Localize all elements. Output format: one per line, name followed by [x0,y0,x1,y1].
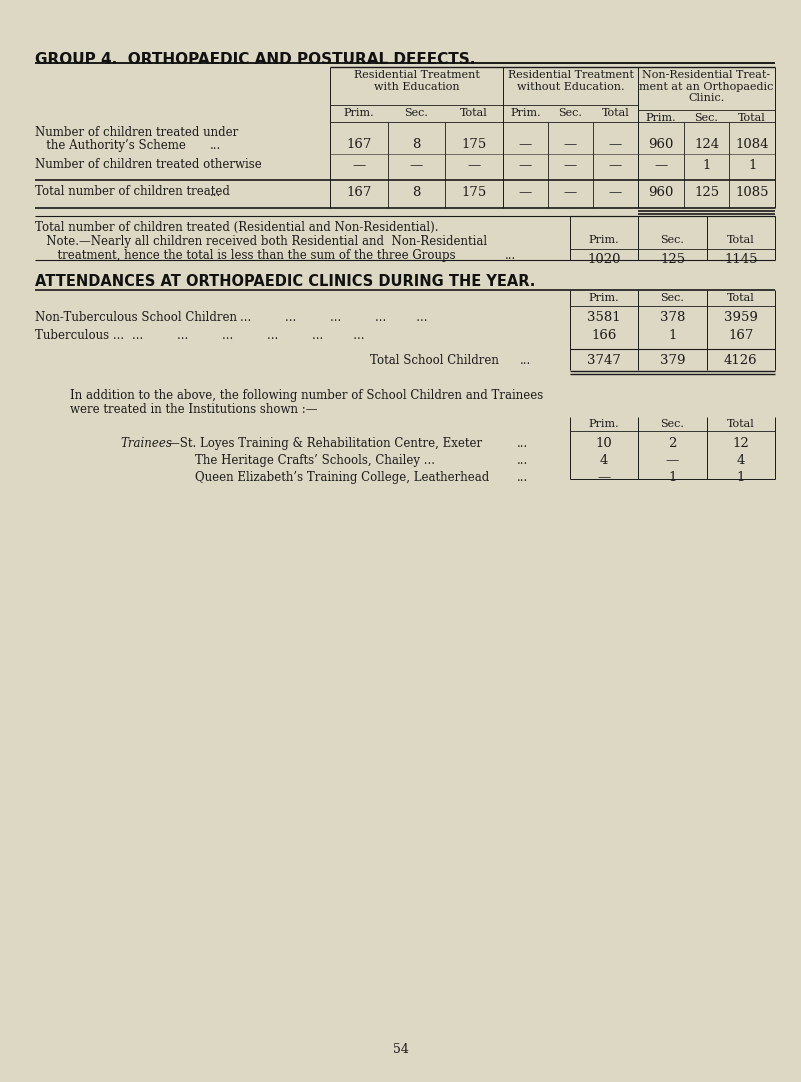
Text: In addition to the above, the following number of School Children and Trainees: In addition to the above, the following … [70,390,543,403]
Text: 1: 1 [702,159,710,172]
Text: Prim.: Prim. [589,293,619,303]
Text: ...: ... [210,186,221,199]
Text: —St. Loyes Training & Rehabilitation Centre, Exeter: —St. Loyes Training & Rehabilitation Cen… [168,437,482,450]
Text: 8: 8 [413,186,421,199]
Text: ...: ... [520,354,531,367]
Text: Sec.: Sec. [661,293,684,303]
Text: —: — [666,454,679,467]
Text: ...: ... [210,138,221,151]
Text: 379: 379 [660,354,685,367]
Text: 1: 1 [737,471,745,484]
Text: Total: Total [602,108,630,118]
Text: —: — [609,186,622,199]
Text: —: — [609,138,622,151]
Text: Non-Residential Treat-
ment at an Orthopaedic
Clinic.: Non-Residential Treat- ment at an Orthop… [639,70,774,103]
Text: Total: Total [727,235,755,245]
Text: ...: ... [505,249,517,262]
Text: Total: Total [727,419,755,428]
Text: 960: 960 [648,186,674,199]
Text: 125: 125 [660,253,685,266]
Text: Total number of children treated: Total number of children treated [35,185,230,198]
Text: —: — [564,138,578,151]
Text: Queen Elizabeth’s Training College, Leatherhead: Queen Elizabeth’s Training College, Leat… [195,471,489,484]
Text: were treated in the Institutions shown :—: were treated in the Institutions shown :… [70,403,317,415]
Text: 54: 54 [392,1043,409,1056]
Text: ...         ...         ...         ...         ...        ...: ... ... ... ... ... ... [132,329,364,342]
Text: Total: Total [739,113,766,123]
Text: 1085: 1085 [735,186,769,199]
Text: 125: 125 [694,186,719,199]
Text: 3581: 3581 [587,311,621,324]
Text: Note.—Nearly all children received both Residential and  Non-Residential: Note.—Nearly all children received both … [35,235,487,248]
Text: Prim.: Prim. [646,113,676,123]
Text: treatment, hence the total is less than the sum of the three Groups: treatment, hence the total is less than … [35,249,456,262]
Text: Total number of children treated (Residential and Non-Residential).: Total number of children treated (Reside… [35,221,438,234]
Text: 4: 4 [600,454,608,467]
Text: 1084: 1084 [735,138,769,151]
Text: 1: 1 [668,471,677,484]
Text: 3747: 3747 [587,354,621,367]
Text: —: — [564,159,578,172]
Text: Prim.: Prim. [589,419,619,428]
Text: ...: ... [517,437,528,450]
Text: Residential Treatment
with Education: Residential Treatment with Education [353,70,480,92]
Text: —: — [410,159,423,172]
Text: Trainees: Trainees [120,437,172,450]
Text: 4: 4 [737,454,745,467]
Text: Tuberculous ...: Tuberculous ... [35,329,124,342]
Text: Non-Tuberculous School Children: Non-Tuberculous School Children [35,311,237,324]
Text: 166: 166 [591,329,617,342]
Text: the Authority’s Scheme: the Authority’s Scheme [35,138,186,151]
Text: ATTENDANCES AT ORTHOPAEDIC CLINICS DURING THE YEAR.: ATTENDANCES AT ORTHOPAEDIC CLINICS DURIN… [35,274,535,289]
Text: GROUP 4.  ORTHOPAEDIC AND POSTURAL DEFECTS.: GROUP 4. ORTHOPAEDIC AND POSTURAL DEFECT… [35,52,475,67]
Text: 124: 124 [694,138,719,151]
Text: 1: 1 [668,329,677,342]
Text: 167: 167 [346,186,372,199]
Text: Sec.: Sec. [694,113,718,123]
Text: 8: 8 [413,138,421,151]
Text: Total: Total [727,293,755,303]
Text: Prim.: Prim. [510,108,541,118]
Text: Number of children treated under: Number of children treated under [35,126,238,138]
Text: 3959: 3959 [724,311,758,324]
Text: Total: Total [461,108,488,118]
Text: Sec.: Sec. [661,419,684,428]
Text: Prim.: Prim. [344,108,374,118]
Text: ...: ... [517,471,528,484]
Text: 960: 960 [648,138,674,151]
Text: 175: 175 [461,138,487,151]
Text: —: — [654,159,667,172]
Text: 4126: 4126 [724,354,758,367]
Text: 1020: 1020 [587,253,621,266]
Text: —: — [468,159,481,172]
Text: Prim.: Prim. [589,235,619,245]
Text: —: — [519,186,532,199]
Text: Number of children treated otherwise: Number of children treated otherwise [35,158,262,171]
Text: Total School Children: Total School Children [370,354,499,367]
Text: Residential Treatment
without Education.: Residential Treatment without Education. [508,70,634,92]
Text: ...         ...         ...         ...        ...: ... ... ... ... ... [240,311,428,324]
Text: —: — [564,186,578,199]
Text: 2: 2 [668,437,677,450]
Text: ...: ... [517,454,528,467]
Text: 12: 12 [732,437,749,450]
Text: 10: 10 [596,437,613,450]
Text: The Heritage Crafts’ Schools, Chailey ...: The Heritage Crafts’ Schools, Chailey ..… [195,454,435,467]
Text: —: — [598,471,611,484]
Text: —: — [609,159,622,172]
Text: 1: 1 [748,159,756,172]
Text: 378: 378 [660,311,685,324]
Text: Sec.: Sec. [661,235,684,245]
Text: 167: 167 [346,138,372,151]
Text: 167: 167 [728,329,754,342]
Text: Sec.: Sec. [558,108,582,118]
Text: —: — [519,159,532,172]
Text: 175: 175 [461,186,487,199]
Text: —: — [352,159,365,172]
Text: Sec.: Sec. [405,108,429,118]
Text: 1145: 1145 [724,253,758,266]
Text: —: — [519,138,532,151]
